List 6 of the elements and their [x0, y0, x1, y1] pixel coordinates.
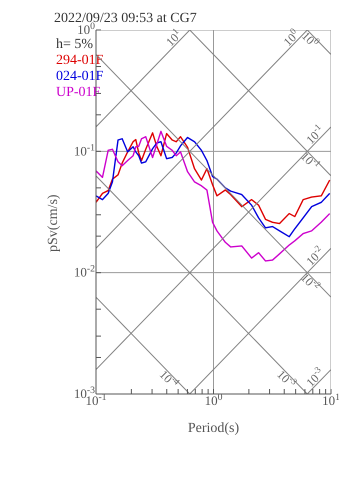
x-axis-title: Period(s): [188, 421, 240, 436]
x-tick-label: 10$^{1}$: [322, 392, 340, 408]
text: h= 5%: [56, 37, 94, 52]
y-tick-label: 10$^{-1}$: [74, 142, 96, 158]
y-tick-label: 10$^{-2}$: [74, 263, 96, 280]
y-axis-title: pSv(cm/s): [46, 194, 61, 252]
